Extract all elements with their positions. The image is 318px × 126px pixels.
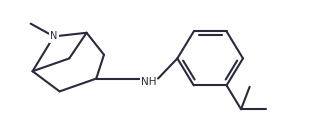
Text: N: N [50, 31, 58, 41]
Text: NH: NH [141, 77, 156, 87]
